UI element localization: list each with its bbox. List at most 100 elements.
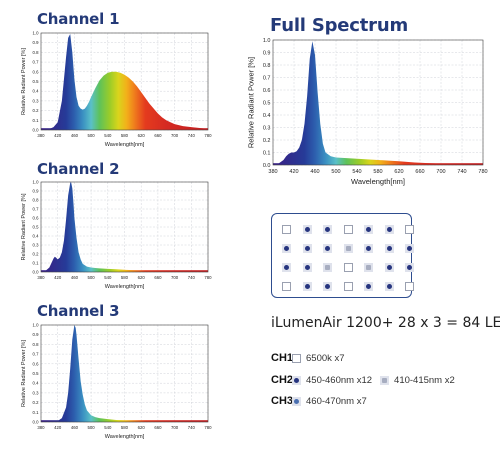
x-tick-label: 540 [104,425,112,430]
blue-led-icon [323,244,332,253]
x-tick-label: 660 [154,425,162,430]
x-tick-label: 580 [121,133,129,138]
x-tick-label: 700 [171,133,179,138]
white-led-icon [405,282,414,291]
legend-ch3: CH3 460-470nm x7 [271,394,375,408]
x-tick-label: 380 [268,169,277,175]
blue-led-icon [302,244,312,253]
y-axis-label: Relative Radiant Power [%] [246,57,255,148]
spectrum-strip [41,420,208,422]
y-tick-label: 0.0 [33,128,40,133]
x-tick-label: 620 [138,133,146,138]
x-tick-label: 540 [352,169,361,175]
blue-led-icon [405,244,414,253]
y-tick-label: 0.6 [33,216,40,221]
y-tick-label: 0.8 [33,198,40,203]
y-axis-label: Relative Radiant Power [%] [21,48,27,115]
x-tick-label: 780 [204,425,212,430]
y-tick-label: 1.0 [33,323,40,328]
y-tick-label: 1.0 [263,38,271,44]
x-tick-label: 580 [373,169,382,175]
y-tick-label: 0.2 [263,138,271,144]
y-tick-label: 0.4 [33,89,40,94]
legend-entry-label: 410-415nm x2 [394,374,455,386]
y-tick-label: 0.7 [33,207,40,212]
plot-frame [40,32,209,131]
full-spectrum-title: Full Spectrum [270,15,408,36]
legend-channel-label: CH2 [271,374,294,386]
violet-led-icon [364,263,373,272]
channel-3-spectrum-area [41,325,208,422]
x-tick-label: 580 [121,275,129,280]
x-tick-label: 620 [138,275,146,280]
y-tick-label: 0.9 [33,189,40,194]
violet-led-icon [343,244,353,253]
y-tick-label: 0.9 [33,40,40,45]
x-tick-label: 500 [88,133,96,138]
x-axis-label: Wavelength[nm] [105,434,145,440]
white-led-icon [282,225,291,234]
x-tick-label: 660 [415,169,424,175]
x-tick-label: 540 [104,133,112,138]
light-blue-led-swatch-icon [292,396,301,406]
x-tick-label: 740 [188,133,196,138]
y-tick-label: 1.0 [33,180,40,185]
blue-led-icon [364,225,373,234]
y-tick-label: 0.2 [33,252,40,257]
x-tick-label: 620 [138,425,146,430]
blue-led-icon [405,263,414,272]
x-tick-label: 460 [71,133,79,138]
x-tick-label: 380 [37,133,45,138]
y-tick-label: 0.5 [33,371,40,376]
product-headline: iLumenAir 1200+ 28 x 3 = 84 LEDs [271,315,500,331]
blue-led-icon [364,282,373,291]
y-tick-label: 0.4 [33,381,40,386]
x-tick-label: 500 [331,169,340,175]
y-tick-label: 0.8 [33,50,40,55]
x-tick-label: 780 [204,275,212,280]
y-tick-label: 0.3 [33,390,40,395]
spectrum-strip [41,128,208,130]
blue-led-icon [384,244,394,253]
x-tick-label: 740 [457,169,466,175]
y-tick-label: 0.5 [263,100,271,106]
x-tick-label: 420 [54,425,62,430]
white-led-icon [282,282,291,291]
x-tick-label: 500 [88,275,96,280]
y-axis-label: Relative Radiant Power [%] [21,340,27,407]
channel-1-title: Channel 1 [37,10,120,28]
full-spectrum-spectrum-area [273,41,483,165]
y-tick-label: 0.6 [263,88,271,94]
y-tick-label: 0.6 [33,361,40,366]
y-tick-label: 0.9 [263,50,271,56]
violet-led-icon [323,263,332,272]
legend-ch1: CH1 6500k x7 [271,351,353,365]
channel-2-title: Channel 2 [37,160,120,178]
spectrum-strip [273,163,483,165]
x-tick-label: 620 [394,169,403,175]
x-tick-label: 420 [54,133,62,138]
blue-led-swatch-icon [292,375,301,385]
violet-led-swatch-icon [380,375,390,385]
y-tick-label: 0.7 [263,75,271,81]
x-axis-label: Wavelength[nm] [351,177,405,186]
led-layout-panel [271,213,414,298]
y-tick-label: 0.5 [33,225,40,230]
blue-led-icon [282,263,291,272]
white-led-icon [343,225,353,234]
x-tick-label: 780 [478,169,487,175]
plot-frame [40,181,209,273]
y-tick-label: 0.3 [33,98,40,103]
blue-led-icon [364,244,373,253]
white-led-icon [405,225,414,234]
blue-led-icon [384,225,394,234]
y-tick-label: 0.4 [263,113,271,119]
x-tick-label: 500 [88,425,96,430]
blue-led-icon [282,244,291,253]
channel-2-chart-group: 380 420 460 500 540 580 620 660 700 740 780 0.0 0.1 0… [21,180,212,290]
full-spectrum-chart-group: 380 420 460 500 540 580 620 660 700 740 780 0.0 0.1 0… [246,38,487,186]
x-tick-label: 580 [121,425,129,430]
y-axis-label: Relative Radiant Power [%] [21,193,27,260]
y-tick-label: 0.9 [33,332,40,337]
